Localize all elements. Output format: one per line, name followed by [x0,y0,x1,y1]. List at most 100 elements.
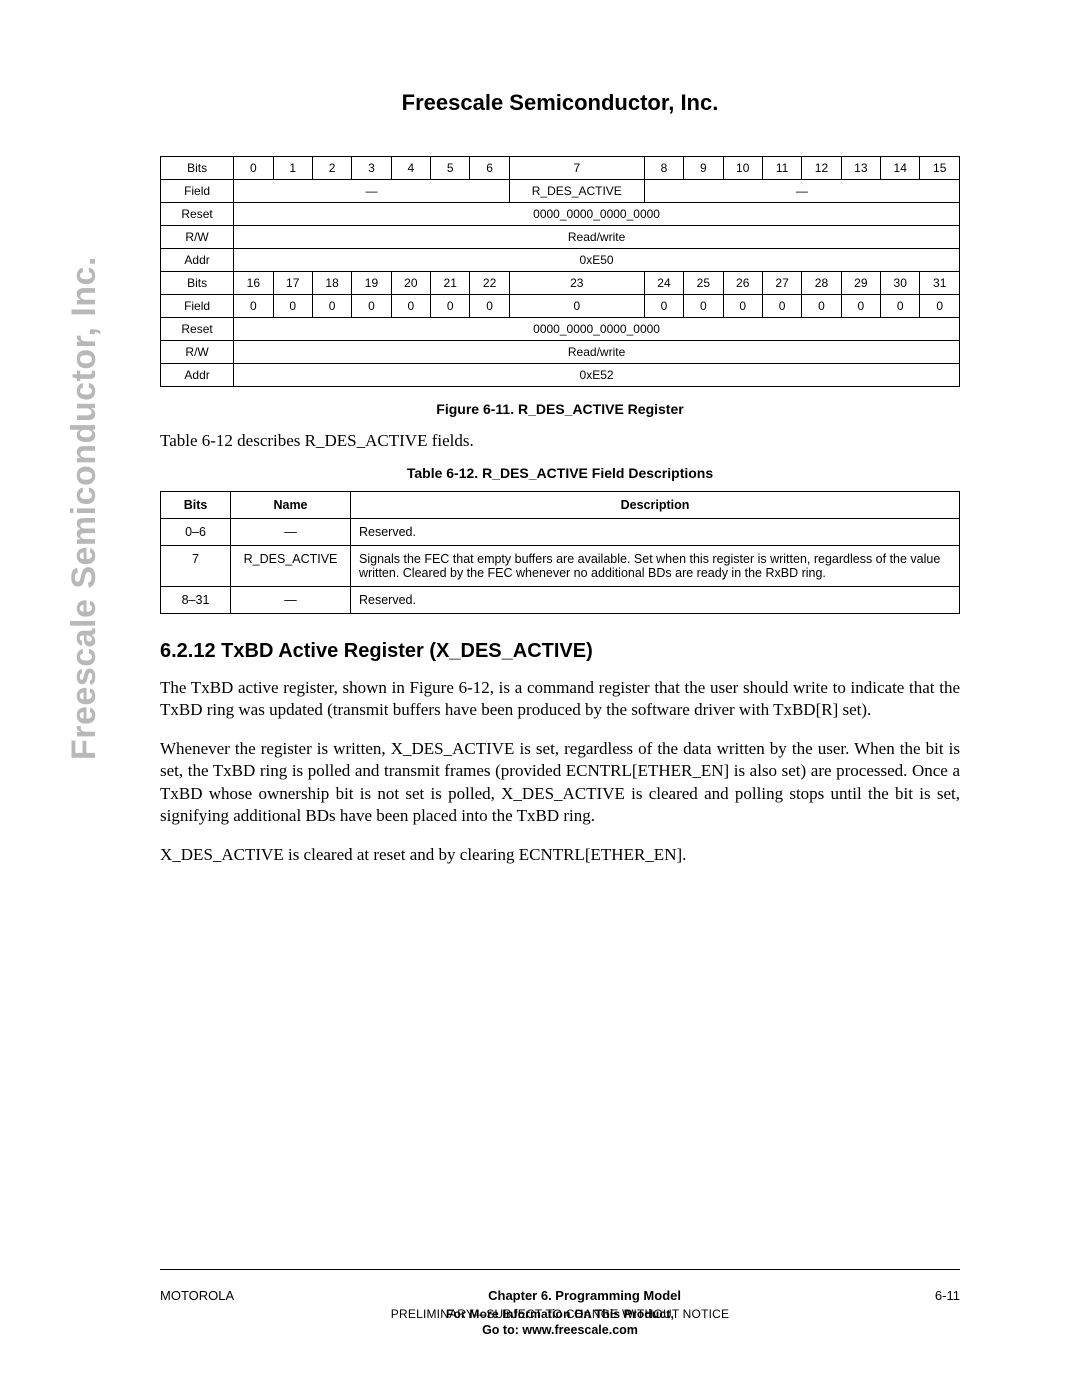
cell-name: — [231,587,351,614]
bit-cell: 28 [802,272,841,295]
footer-overlay: For More Information On This Product, [391,1307,729,1321]
reset-value: 0000_0000_0000_0000 [234,318,960,341]
field-cell: 0 [470,295,509,318]
bit-cell: 10 [723,157,762,180]
reset-label: Reset [161,318,234,341]
page-header: Freescale Semiconductor, Inc. [160,90,960,116]
bit-cell: 5 [431,157,470,180]
figure-caption: Figure 6-11. R_DES_ACTIVE Register [160,401,960,417]
table-header-row: Bits Name Description [161,492,960,519]
reset-row-upper: Reset 0000_0000_0000_0000 [161,203,960,226]
cell-desc: Reserved. [351,519,960,546]
field-cell: 0 [312,295,351,318]
bit-cell: 29 [841,272,880,295]
bit-cell: 7 [509,157,644,180]
bit-cell: 31 [920,272,960,295]
body-paragraph: Whenever the register is written, X_DES_… [160,738,960,828]
intro-text: Table 6-12 describes R_DES_ACTIVE fields… [160,431,960,451]
bits-label: Bits [161,272,234,295]
cell-name: — [231,519,351,546]
field-row-lower: Field 0 0 0 0 0 0 0 0 0 0 0 0 0 0 0 0 [161,295,960,318]
bit-cell: 20 [391,272,430,295]
rw-row-upper: R/W Read/write [161,226,960,249]
field-cell: 0 [234,295,273,318]
bit-cell: 21 [431,272,470,295]
body-paragraph: X_DES_ACTIVE is cleared at reset and by … [160,844,960,866]
addr-value: 0xE52 [234,364,960,387]
bit-cell: 0 [234,157,273,180]
bit-cell: 23 [509,272,644,295]
reset-value: 0000_0000_0000_0000 [234,203,960,226]
field-row-upper: Field — R_DES_ACTIVE — [161,180,960,203]
field-cell: 0 [644,295,683,318]
cell-desc: Signals the FEC that empty buffers are a… [351,546,960,587]
field-cell: 0 [684,295,723,318]
bit-cell: 27 [762,272,801,295]
bit-cell: 3 [352,157,391,180]
field-cell: 0 [762,295,801,318]
field-dash: — [234,180,510,203]
field-label: Field [161,180,234,203]
bit-cell: 8 [644,157,683,180]
field-dash: — [644,180,959,203]
bit-cell: 14 [881,157,920,180]
page-content: Freescale Semiconductor, Inc. Bits 0 1 2… [0,0,1080,942]
table-row: 7 R_DES_ACTIVE Signals the FEC that empt… [161,546,960,587]
field-cell: 0 [431,295,470,318]
rw-row-lower: R/W Read/write [161,341,960,364]
footer-pagenum: 6-11 [935,1288,960,1303]
cell-bits: 0–6 [161,519,231,546]
bit-cell: 9 [684,157,723,180]
col-bits: Bits [161,492,231,519]
table-row: 0–6 — Reserved. [161,519,960,546]
cell-desc: Reserved. [351,587,960,614]
bit-cell: 19 [352,272,391,295]
footer-left: MOTOROLA [160,1288,234,1303]
bit-cell: 1 [273,157,312,180]
addr-row-lower: Addr 0xE52 [161,364,960,387]
bit-cell: 13 [841,157,880,180]
bits-row-lower: Bits 16 17 18 19 20 21 22 23 24 25 26 27… [161,272,960,295]
addr-label: Addr [161,364,234,387]
reset-label: Reset [161,203,234,226]
field-cell: 0 [920,295,960,318]
rw-label: R/W [161,341,234,364]
bit-cell: 24 [644,272,683,295]
section-heading: 6.2.12 TxBD Active Register (X_DES_ACTIV… [160,640,960,663]
field-cell: 0 [802,295,841,318]
bit-cell: 22 [470,272,509,295]
bit-cell: 6 [470,157,509,180]
cell-bits: 8–31 [161,587,231,614]
bit-cell: 30 [881,272,920,295]
cell-bits: 7 [161,546,231,587]
field-cell: 0 [352,295,391,318]
field-cell: 0 [509,295,644,318]
footer-goto: Go to: www.freescale.com [160,1323,960,1337]
field-cell: 0 [841,295,880,318]
col-desc: Description [351,492,960,519]
bit-cell: 16 [234,272,273,295]
footer-chapter: Chapter 6. Programming Model [488,1288,681,1303]
body-paragraph: The TxBD active register, shown in Figur… [160,677,960,722]
field-cell: 0 [723,295,762,318]
cell-name: R_DES_ACTIVE [231,546,351,587]
field-label: Field [161,295,234,318]
addr-label: Addr [161,249,234,272]
register-table: Bits 0 1 2 3 4 5 6 7 8 9 10 11 12 13 14 … [160,156,960,387]
bit-cell: 15 [920,157,960,180]
bit-cell: 17 [273,272,312,295]
bit-cell: 2 [312,157,351,180]
addr-value: 0xE50 [234,249,960,272]
rw-value: Read/write [234,226,960,249]
bit-cell: 26 [723,272,762,295]
bit-cell: 4 [391,157,430,180]
reset-row-lower: Reset 0000_0000_0000_0000 [161,318,960,341]
addr-row-upper: Addr 0xE50 [161,249,960,272]
rw-value: Read/write [234,341,960,364]
bits-row-upper: Bits 0 1 2 3 4 5 6 7 8 9 10 11 12 13 14 … [161,157,960,180]
field-desc-table: Bits Name Description 0–6 — Reserved. 7 … [160,491,960,614]
rw-label: R/W [161,226,234,249]
col-name: Name [231,492,351,519]
footer-notice: For More Information On This Product, PR… [160,1307,960,1321]
footer-row: MOTOROLA Chapter 6. Programming Model 6-… [160,1288,960,1303]
